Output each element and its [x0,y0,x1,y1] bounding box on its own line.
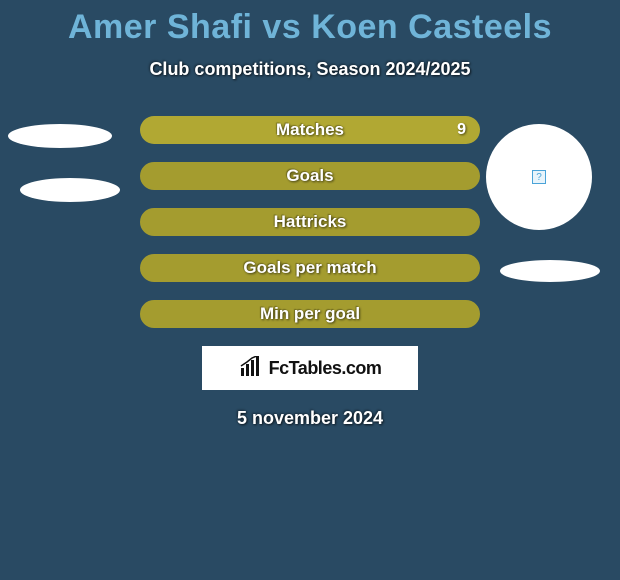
brand-text: FcTables.com [269,358,382,379]
stat-bar-min-per-goal: Min per goal [140,300,480,328]
stat-bar-goals: Goals [140,162,480,190]
date-text: 5 november 2024 [0,408,620,429]
stat-label: Goals per match [243,258,376,278]
stat-value-right: 9 [457,121,466,139]
brand-chart-icon [239,356,265,381]
comparison-infographic: Amer Shafi vs Koen Casteels Club competi… [0,0,620,580]
stat-row-min-per-goal: Min per goal [0,300,620,328]
stat-row-matches: Matches 9 [0,116,620,144]
page-title: Amer Shafi vs Koen Casteels [0,0,620,47]
subtitle: Club competitions, Season 2024/2025 [0,59,620,80]
stat-label: Goals [286,166,333,186]
stat-row-goals: Goals [0,162,620,190]
stat-label: Min per goal [260,304,360,324]
stat-label: Matches [276,120,344,140]
stat-bar-matches: Matches 9 [140,116,480,144]
stats-area: Matches 9 Goals Hattricks Goals per matc… [0,116,620,328]
stat-bar-hattricks: Hattricks [140,208,480,236]
stat-bar-goals-per-match: Goals per match [140,254,480,282]
stat-label: Hattricks [274,212,347,232]
stat-row-goals-per-match: Goals per match [0,254,620,282]
brand-box: FcTables.com [202,346,418,390]
stat-row-hattricks: Hattricks [0,208,620,236]
